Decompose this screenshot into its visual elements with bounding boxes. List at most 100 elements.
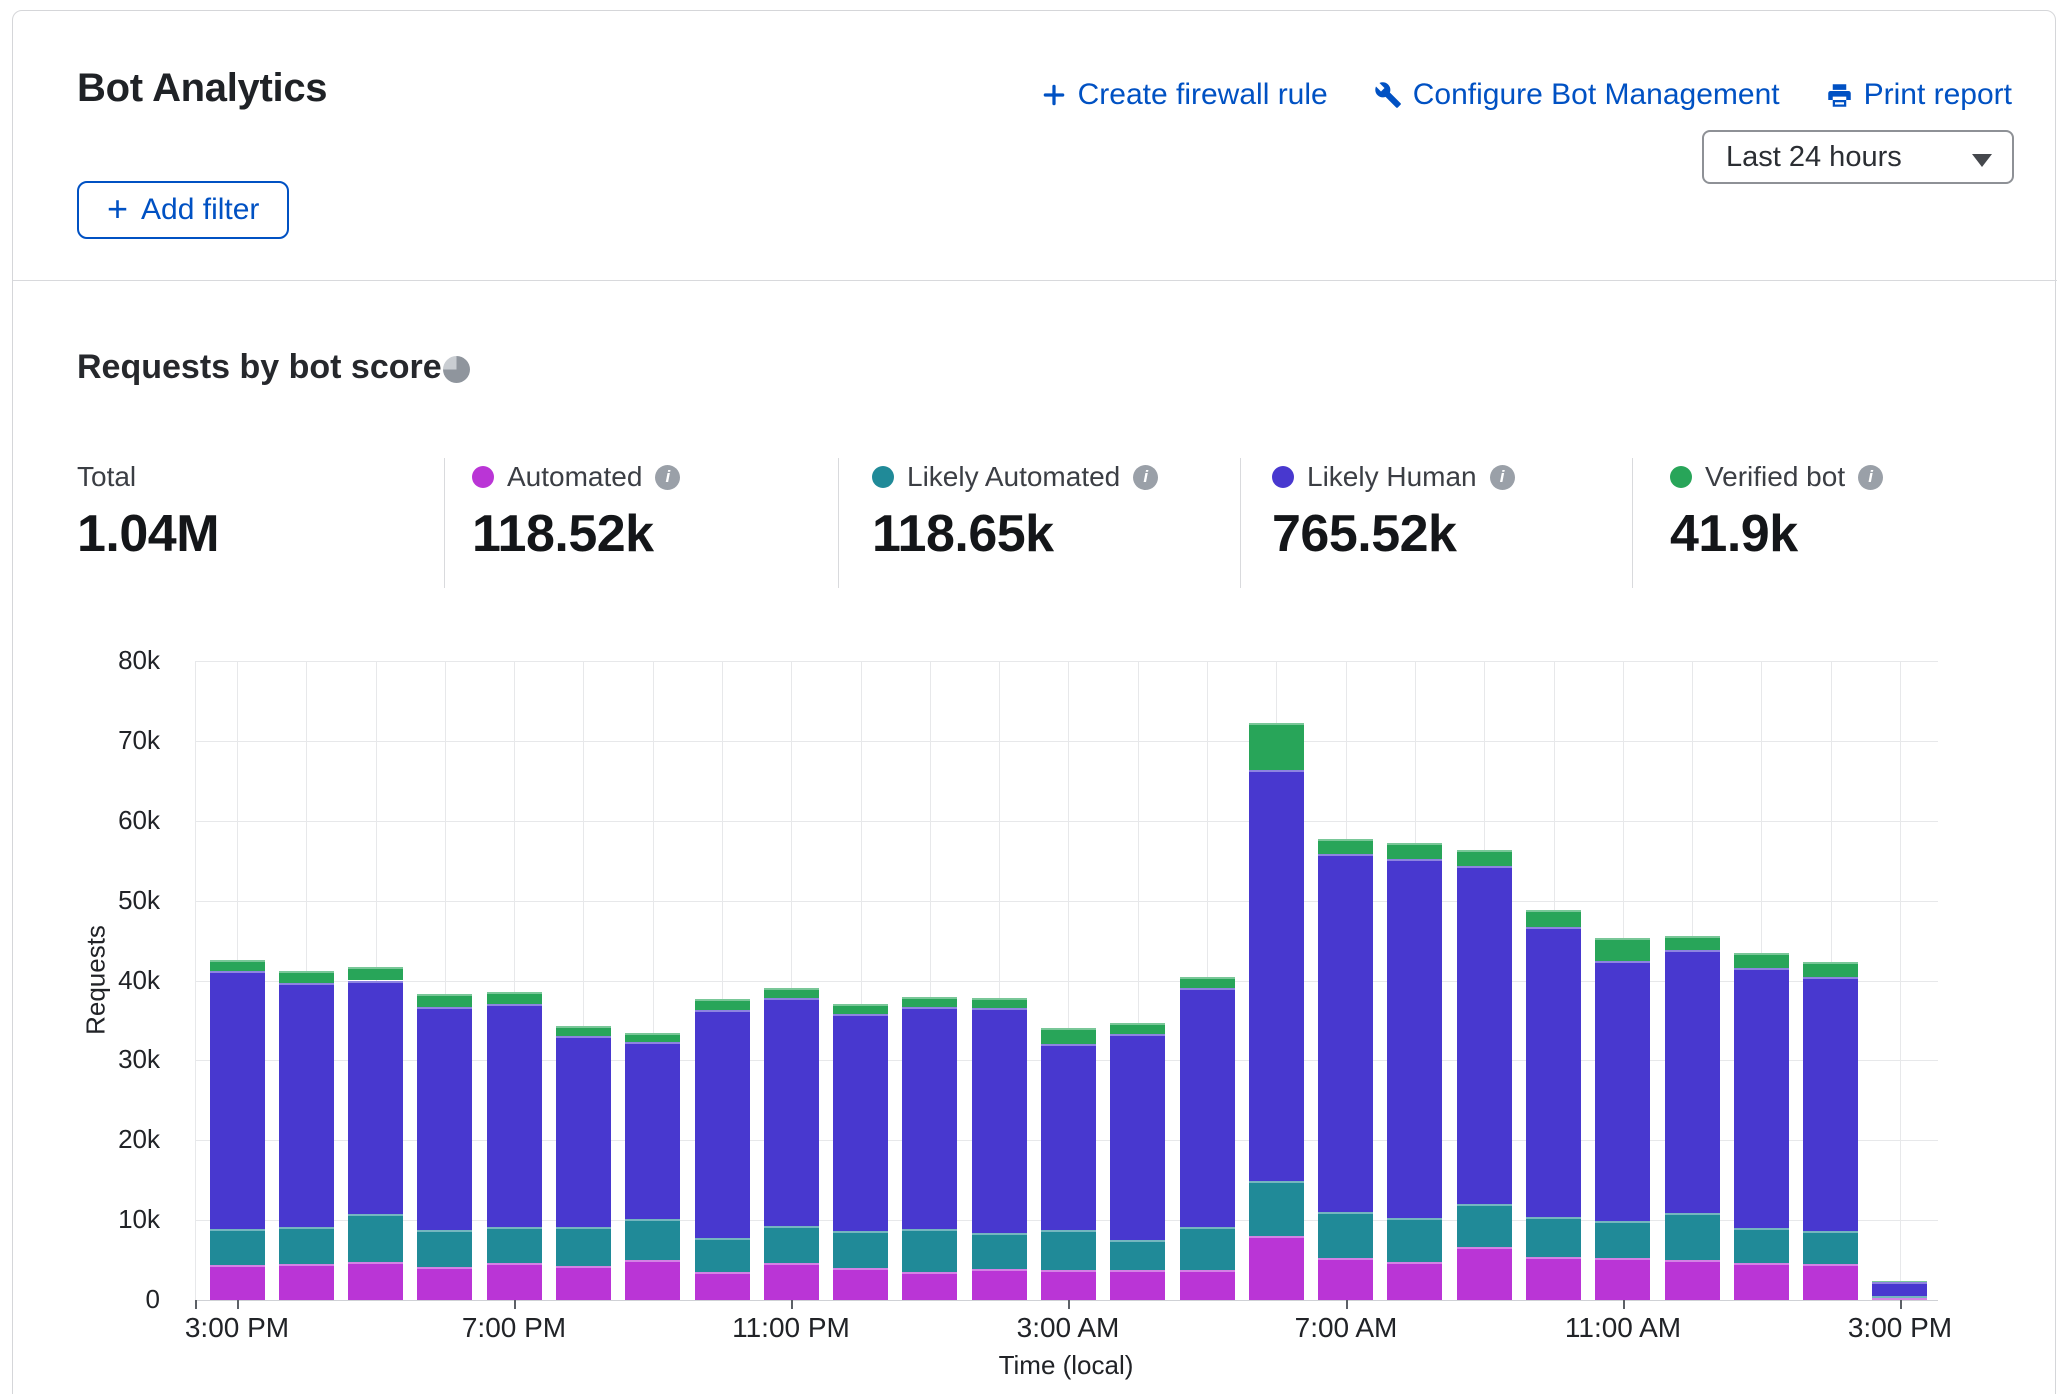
bar-segment-verified-bot[interactable]: [210, 959, 265, 971]
bar-segment-verified-bot[interactable]: [1526, 910, 1581, 927]
bar-segment-verified-bot[interactable]: [417, 994, 472, 1007]
bar-segment-likely-human[interactable]: [764, 998, 819, 1226]
bar-segment-automated[interactable]: [1041, 1269, 1096, 1300]
bar-segment-verified-bot[interactable]: [1387, 843, 1442, 860]
bar-segment-likely-human[interactable]: [1734, 967, 1789, 1229]
bar-segment-automated[interactable]: [417, 1267, 472, 1300]
bar-segment-likely-automated[interactable]: [1457, 1204, 1512, 1248]
bar-segment-likely-automated[interactable]: [695, 1237, 750, 1273]
bar-segment-automated[interactable]: [625, 1260, 680, 1300]
bar-segment-likely-automated[interactable]: [764, 1225, 819, 1264]
bar-segment-automated[interactable]: [1110, 1269, 1165, 1300]
bar-segment-verified-bot[interactable]: [902, 997, 957, 1007]
bar-segment-verified-bot[interactable]: [1803, 962, 1858, 978]
info-icon[interactable]: i: [655, 464, 681, 490]
bar-segment-verified-bot[interactable]: [695, 998, 750, 1011]
bar-segment-likely-automated[interactable]: [833, 1231, 888, 1269]
bar-segment-verified-bot[interactable]: [1318, 839, 1373, 855]
bar-segment-likely-human[interactable]: [1249, 770, 1304, 1181]
bar-segment-automated[interactable]: [1803, 1264, 1858, 1300]
bar-segment-likely-human[interactable]: [1665, 950, 1720, 1213]
bar-segment-verified-bot[interactable]: [1734, 953, 1789, 968]
bar-segment-likely-automated[interactable]: [902, 1228, 957, 1273]
print-report-link[interactable]: Print report: [1826, 78, 2012, 112]
bar-segment-likely-human[interactable]: [695, 1010, 750, 1238]
bar-segment-likely-automated[interactable]: [1665, 1212, 1720, 1261]
bar-segment-likely-human[interactable]: [1180, 988, 1235, 1228]
bar-segment-likely-automated[interactable]: [1041, 1229, 1096, 1270]
bar-segment-verified-bot[interactable]: [1595, 938, 1650, 962]
bar-segment-likely-automated[interactable]: [279, 1227, 334, 1265]
bar-segment-likely-human[interactable]: [1803, 977, 1858, 1232]
bar-segment-automated[interactable]: [348, 1261, 403, 1300]
bar-segment-likely-automated[interactable]: [348, 1213, 403, 1262]
bar-segment-likely-automated[interactable]: [1180, 1227, 1235, 1270]
bar-segment-likely-human[interactable]: [902, 1006, 957, 1229]
time-range-select[interactable]: Last 24 hours: [1702, 130, 2014, 184]
bar-segment-automated[interactable]: [695, 1272, 750, 1300]
bar-segment-likely-human[interactable]: [487, 1003, 542, 1228]
add-filter-button[interactable]: + Add filter: [77, 181, 290, 239]
bar-segment-likely-automated[interactable]: [1318, 1212, 1373, 1258]
bar-segment-likely-automated[interactable]: [487, 1227, 542, 1264]
configure-bot-management-link[interactable]: Configure Bot Management: [1374, 78, 1780, 112]
bar-segment-automated[interactable]: [487, 1263, 542, 1300]
bar-segment-likely-automated[interactable]: [625, 1218, 680, 1261]
bar-segment-likely-automated[interactable]: [210, 1228, 265, 1265]
bar-segment-verified-bot[interactable]: [1665, 935, 1720, 951]
bar-segment-automated[interactable]: [556, 1265, 611, 1300]
bar-segment-likely-human[interactable]: [210, 970, 265, 1229]
bar-segment-verified-bot[interactable]: [1249, 723, 1304, 771]
bar-segment-automated[interactable]: [1665, 1260, 1720, 1300]
bar-segment-likely-automated[interactable]: [1734, 1228, 1789, 1264]
bar-segment-automated[interactable]: [764, 1263, 819, 1300]
info-icon[interactable]: i: [1133, 464, 1159, 490]
bar-segment-automated[interactable]: [1872, 1298, 1927, 1300]
bar-segment-likely-automated[interactable]: [1526, 1216, 1581, 1257]
bar-segment-likely-automated[interactable]: [1595, 1220, 1650, 1258]
bar-segment-likely-automated[interactable]: [556, 1227, 611, 1266]
bar-segment-likely-human[interactable]: [417, 1006, 472, 1230]
bar-segment-likely-human[interactable]: [348, 980, 403, 1214]
bar-segment-likely-human[interactable]: [1110, 1034, 1165, 1241]
bar-segment-automated[interactable]: [1387, 1261, 1442, 1300]
bar-segment-automated[interactable]: [833, 1268, 888, 1300]
bar-segment-likely-human[interactable]: [279, 982, 334, 1228]
bar-segment-likely-automated[interactable]: [972, 1232, 1027, 1269]
bar-segment-verified-bot[interactable]: [348, 966, 403, 981]
bar-segment-likely-human[interactable]: [833, 1014, 888, 1232]
bar-segment-verified-bot[interactable]: [1872, 1281, 1927, 1283]
bar-segment-likely-human[interactable]: [1387, 859, 1442, 1218]
bar-segment-likely-automated[interactable]: [1387, 1217, 1442, 1262]
bar-segment-likely-human[interactable]: [556, 1036, 611, 1228]
bar-segment-verified-bot[interactable]: [833, 1003, 888, 1015]
bar-segment-verified-bot[interactable]: [1180, 977, 1235, 989]
bar-segment-verified-bot[interactable]: [556, 1026, 611, 1037]
bar-segment-automated[interactable]: [1457, 1247, 1512, 1300]
bar-segment-automated[interactable]: [1180, 1269, 1235, 1300]
bar-segment-automated[interactable]: [1734, 1263, 1789, 1300]
info-icon[interactable]: i: [1489, 464, 1515, 490]
bar-segment-verified-bot[interactable]: [279, 970, 334, 983]
bar-segment-likely-automated[interactable]: [1249, 1180, 1304, 1237]
bar-segment-verified-bot[interactable]: [972, 998, 1027, 1009]
bar-segment-automated[interactable]: [1249, 1236, 1304, 1300]
bar-segment-verified-bot[interactable]: [625, 1033, 680, 1042]
bar-segment-likely-human[interactable]: [1595, 961, 1650, 1221]
create-firewall-rule-link[interactable]: Create firewall rule: [1041, 78, 1328, 112]
bar-segment-automated[interactable]: [279, 1264, 334, 1300]
bar-segment-verified-bot[interactable]: [1110, 1022, 1165, 1034]
bar-segment-automated[interactable]: [902, 1272, 957, 1300]
bar-segment-likely-human[interactable]: [1457, 866, 1512, 1205]
bar-segment-likely-human[interactable]: [1872, 1281, 1927, 1296]
bar-segment-likely-human[interactable]: [625, 1042, 680, 1219]
bar-segment-automated[interactable]: [210, 1264, 265, 1300]
bar-segment-automated[interactable]: [1318, 1257, 1373, 1300]
info-icon[interactable]: i: [1858, 464, 1884, 490]
bar-segment-automated[interactable]: [972, 1268, 1027, 1300]
bar-segment-likely-automated[interactable]: [1803, 1231, 1858, 1265]
bar-segment-verified-bot[interactable]: [1041, 1028, 1096, 1045]
bar-segment-likely-automated[interactable]: [1110, 1240, 1165, 1270]
bar-segment-verified-bot[interactable]: [1457, 849, 1512, 867]
bar-segment-likely-human[interactable]: [972, 1008, 1027, 1233]
